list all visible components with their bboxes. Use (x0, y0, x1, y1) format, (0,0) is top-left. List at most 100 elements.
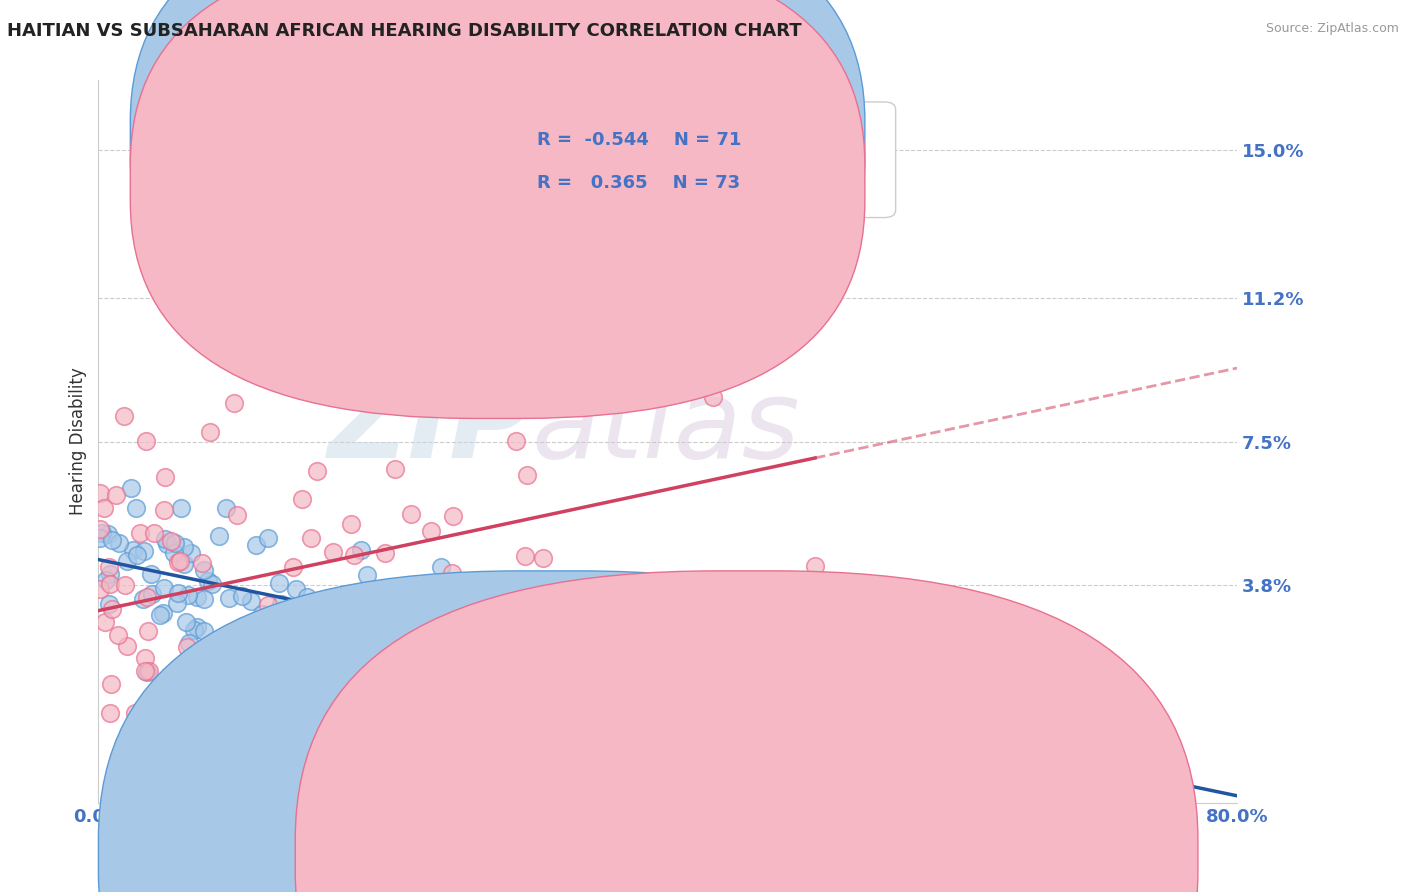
Point (664, 633, 686, 648)
FancyBboxPatch shape (131, 0, 865, 375)
Point (281, 636, 304, 650)
Point (134, 544, 156, 558)
Point (246, 660, 269, 674)
Point (148, 706, 170, 721)
Point (152, 606, 174, 620)
Point (295, 590, 318, 604)
Point (173, 540, 195, 554)
Point (166, 586, 188, 600)
Point (285, 628, 308, 642)
Point (441, 566, 464, 580)
Point (155, 470, 177, 484)
Point (193, 563, 215, 577)
Point (319, 681, 342, 696)
Point (124, 706, 146, 721)
Point (135, 590, 157, 604)
Point (114, 578, 136, 592)
Text: Haitians: Haitians (585, 847, 652, 864)
Point (374, 546, 396, 560)
Point (141, 587, 163, 601)
Point (356, 568, 378, 582)
Text: HAITIAN VS SUBSAHARAN AFRICAN HEARING DISABILITY CORRELATION CHART: HAITIAN VS SUBSAHARAN AFRICAN HEARING DI… (7, 22, 801, 40)
Point (142, 525, 165, 540)
Text: R =  -0.544    N = 71: R = -0.544 N = 71 (537, 130, 741, 149)
Point (515, 549, 537, 563)
Point (100, 577, 122, 591)
Y-axis label: Hearing Disability: Hearing Disability (69, 368, 87, 516)
Point (120, 481, 142, 495)
Point (515, 612, 537, 626)
Point (135, 434, 157, 448)
Point (270, 636, 292, 650)
Point (516, 467, 538, 482)
Point (307, 465, 329, 479)
Point (134, 651, 156, 665)
Text: atlas: atlas (531, 374, 800, 481)
Point (100, 676, 122, 690)
Point (132, 592, 155, 607)
Point (290, 491, 312, 506)
Point (186, 590, 208, 604)
Point (98, 706, 121, 721)
Point (197, 574, 219, 588)
Text: ZIP: ZIP (328, 374, 531, 481)
Point (107, 536, 129, 550)
Point (190, 556, 212, 570)
Text: R =   0.365    N = 73: R = 0.365 N = 73 (537, 174, 740, 192)
Point (263, 624, 285, 638)
Point (263, 636, 285, 650)
Point (302, 624, 325, 638)
Point (218, 591, 240, 605)
Point (180, 546, 202, 560)
Point (346, 696, 368, 710)
Point (93, 500, 115, 515)
Point (619, 383, 641, 397)
Point (96, 573, 118, 587)
Point (112, 409, 135, 424)
Point (193, 592, 215, 607)
Point (384, 461, 406, 475)
Point (160, 533, 183, 548)
Point (121, 542, 143, 557)
Point (125, 501, 148, 516)
Point (169, 553, 191, 567)
Point (177, 588, 200, 602)
Point (125, 548, 148, 562)
Point (153, 532, 176, 546)
Point (630, 705, 652, 719)
Point (205, 698, 228, 713)
Point (89, 582, 111, 596)
Point (231, 678, 253, 692)
Point (97, 559, 120, 574)
Point (340, 517, 363, 532)
Point (201, 577, 224, 591)
Point (226, 508, 249, 522)
Point (231, 589, 253, 603)
Point (239, 594, 262, 608)
Point (193, 624, 215, 639)
Point (167, 556, 190, 570)
Point (257, 598, 280, 612)
Point (564, 689, 586, 703)
Point (101, 533, 124, 548)
Point (804, 558, 827, 573)
Point (249, 634, 271, 648)
Point (322, 545, 344, 559)
Point (505, 434, 527, 448)
Point (129, 525, 152, 540)
Point (425, 604, 447, 618)
Point (441, 509, 464, 524)
Point (134, 665, 156, 679)
Point (97, 527, 120, 541)
Point (419, 524, 441, 538)
Point (202, 663, 225, 677)
Text: Sub-Saharan Africans: Sub-Saharan Africans (783, 847, 962, 864)
Point (139, 567, 162, 582)
Point (153, 503, 176, 517)
Text: Source: ZipAtlas.com: Source: ZipAtlas.com (1265, 22, 1399, 36)
FancyBboxPatch shape (131, 0, 865, 418)
Point (250, 607, 273, 621)
Point (101, 602, 124, 616)
Point (280, 609, 302, 624)
Point (208, 671, 231, 685)
